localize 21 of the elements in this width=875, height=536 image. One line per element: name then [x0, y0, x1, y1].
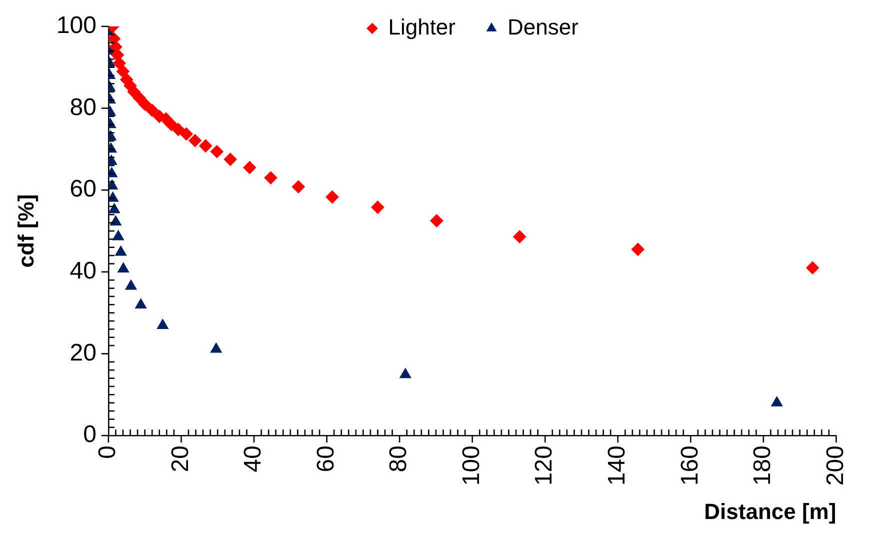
x-tick-label: 120	[530, 446, 558, 486]
x-tick-label: 200	[822, 446, 849, 486]
x-tick-label: 60	[312, 446, 340, 472]
x-tick-label: 180	[749, 446, 776, 486]
x-axis-title: Distance [m]	[704, 498, 836, 524]
legend-label: Denser	[507, 14, 578, 40]
x-tick-label: 0	[94, 446, 122, 459]
legend-label: Lighter	[388, 14, 456, 40]
x-tick-label: 80	[385, 446, 412, 472]
x-tick-label: 40	[240, 446, 267, 472]
y-tick-label: 0	[83, 421, 96, 448]
x-tick-label: 100	[458, 446, 485, 486]
y-tick-label: 20	[70, 339, 96, 366]
x-tick-label: 140	[604, 446, 630, 486]
y-tick-label: 60	[70, 176, 96, 203]
x-tick-label: 20	[166, 446, 194, 472]
y-axis-title: cdf [%]	[13, 194, 38, 268]
y-tick-label: 40	[70, 258, 96, 285]
y-tick-label: 80	[70, 94, 96, 121]
y-tick-label: 100	[56, 12, 96, 40]
x-tick-label: 160	[676, 446, 704, 486]
